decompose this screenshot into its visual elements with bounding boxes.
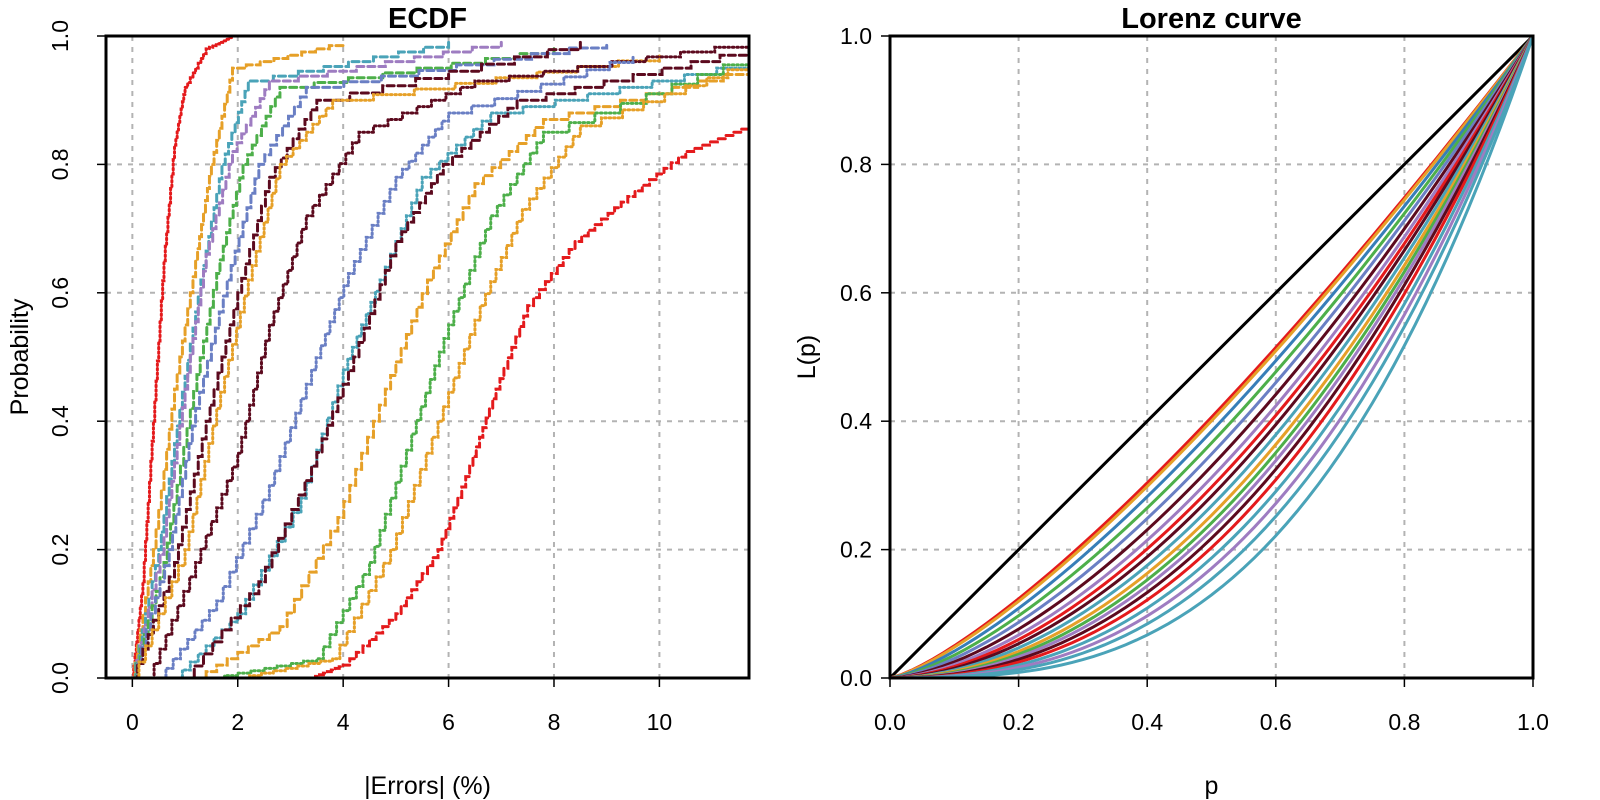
- ecdf-series-line: [173, 60, 749, 678]
- lorenz-series-curve: [890, 36, 1533, 678]
- ecdf-y-tick-label: 1.0: [47, 20, 73, 52]
- lorenz-x-axis-label: p: [1205, 772, 1219, 800]
- ecdf-series-line: [130, 40, 503, 678]
- lorenz-x-tick-label: 1.0: [1517, 709, 1549, 735]
- ecdf-y-tick-label: 0.6: [47, 277, 73, 309]
- lorenz-series-group: [890, 36, 1533, 678]
- ecdf-series-line: [130, 53, 661, 678]
- ecdf-series-line: [130, 40, 582, 678]
- lorenz-series-curve: [890, 36, 1533, 678]
- ecdf-x-ticks: 0 2 4 6 8 10: [126, 678, 672, 735]
- ecdf-series-line: [130, 36, 234, 678]
- ecdf-series-line: [130, 40, 345, 678]
- lorenz-y-tick-label: 0.4: [840, 408, 872, 434]
- lorenz-series-curve: [890, 36, 1533, 678]
- ecdf-series-line: [236, 60, 749, 678]
- lorenz-series-clip: [890, 36, 1533, 678]
- ecdf-series-line: [130, 40, 451, 678]
- lorenz-y-axis-label: L(p): [793, 335, 821, 379]
- ecdf-series-line: [310, 124, 749, 678]
- lorenz-series-curve: [890, 36, 1533, 678]
- ecdf-series-line: [209, 53, 749, 678]
- lorenz-y-ticks: 0.0 0.2 0.4 0.6 0.8 1.0: [840, 23, 890, 691]
- lorenz-series-curve: [890, 36, 1533, 678]
- lorenz-series-curve: [890, 36, 1533, 678]
- lorenz-x-tick-label: 0.8: [1388, 709, 1420, 735]
- lorenz-series-curve: [890, 36, 1533, 678]
- lorenz-y-tick-label: 1.0: [840, 23, 872, 49]
- ecdf-y-tick-label: 0.4: [47, 405, 73, 437]
- lorenz-series-curve: [890, 36, 1533, 678]
- lorenz-title: Lorenz curve: [1121, 3, 1302, 35]
- lorenz-series-curve: [890, 36, 1533, 678]
- lorenz-series-curve: [890, 36, 1533, 678]
- lorenz-x-tick-label: 0.6: [1260, 709, 1292, 735]
- ecdf-x-tick-label: 6: [442, 709, 455, 735]
- ecdf-x-tick-label: 0: [126, 709, 139, 735]
- ecdf-series-line: [157, 53, 635, 678]
- ecdf-y-ticks: 0.0 0.2 0.4 0.6 0.8 1.0: [47, 20, 106, 694]
- ecdf-panel: 0 2 4 6 8 10 0.0 0.2 0.4 0.6 0.8 1.0 ECDF |Errors|…: [6, 3, 751, 800]
- ecdf-x-tick-label: 8: [548, 709, 561, 735]
- lorenz-series-curve: [890, 36, 1533, 678]
- lorenz-series-curve: [890, 36, 1533, 678]
- lorenz-x-tick-label: 0.0: [874, 709, 906, 735]
- ecdf-series-line: [194, 66, 749, 678]
- ecdf-series-line: [130, 47, 556, 678]
- ecdf-y-tick-label: 0.2: [47, 534, 73, 566]
- lorenz-y-tick-label: 0.8: [840, 151, 872, 177]
- ecdf-y-axis-label: Probability: [6, 298, 34, 415]
- ecdf-plot-frame: [104, 34, 751, 680]
- ecdf-series-clip: [130, 36, 749, 678]
- ecdf-grid: [106, 36, 749, 678]
- lorenz-plot-frame: [888, 34, 1535, 680]
- ecdf-series-group: [130, 36, 749, 678]
- ecdf-x-tick-label: 10: [647, 709, 673, 735]
- lorenz-x-tick-label: 0.4: [1131, 709, 1163, 735]
- lorenz-series-curve: [890, 36, 1533, 678]
- lorenz-y-tick-label: 0.2: [840, 537, 872, 563]
- lorenz-series-curve: [890, 36, 1533, 678]
- lorenz-x-tick-label: 0.2: [1003, 709, 1035, 735]
- lorenz-series-curve: [890, 36, 1533, 678]
- lorenz-series-curve: [890, 36, 1533, 678]
- ecdf-series-line: [183, 47, 749, 678]
- lorenz-x-ticks: 0.0 0.2 0.4 0.6 0.8 1.0: [874, 678, 1549, 735]
- ecdf-title: ECDF: [388, 3, 467, 35]
- lorenz-y-tick-label: 0.6: [840, 280, 872, 306]
- ecdf-series-line: [146, 40, 749, 678]
- lorenz-series-curve: [890, 36, 1533, 678]
- ecdf-series-line: [130, 40, 609, 678]
- lorenz-panel: 0.0 0.2 0.4 0.6 0.8 1.0 0.0 0.2 0.4 0.6 0.8 1.0 Lo…: [793, 3, 1549, 800]
- ecdf-x-tick-label: 4: [337, 709, 350, 735]
- ecdf-y-tick-label: 0.8: [47, 148, 73, 180]
- lorenz-equality-line: [890, 36, 1533, 678]
- lorenz-series-curve: [890, 36, 1533, 678]
- ecdf-y-tick-label: 0.0: [47, 662, 73, 694]
- ecdf-x-axis-label: |Errors| (%): [364, 772, 491, 800]
- ecdf-x-tick-label: 2: [231, 709, 244, 735]
- lorenz-y-tick-label: 0.0: [840, 665, 872, 691]
